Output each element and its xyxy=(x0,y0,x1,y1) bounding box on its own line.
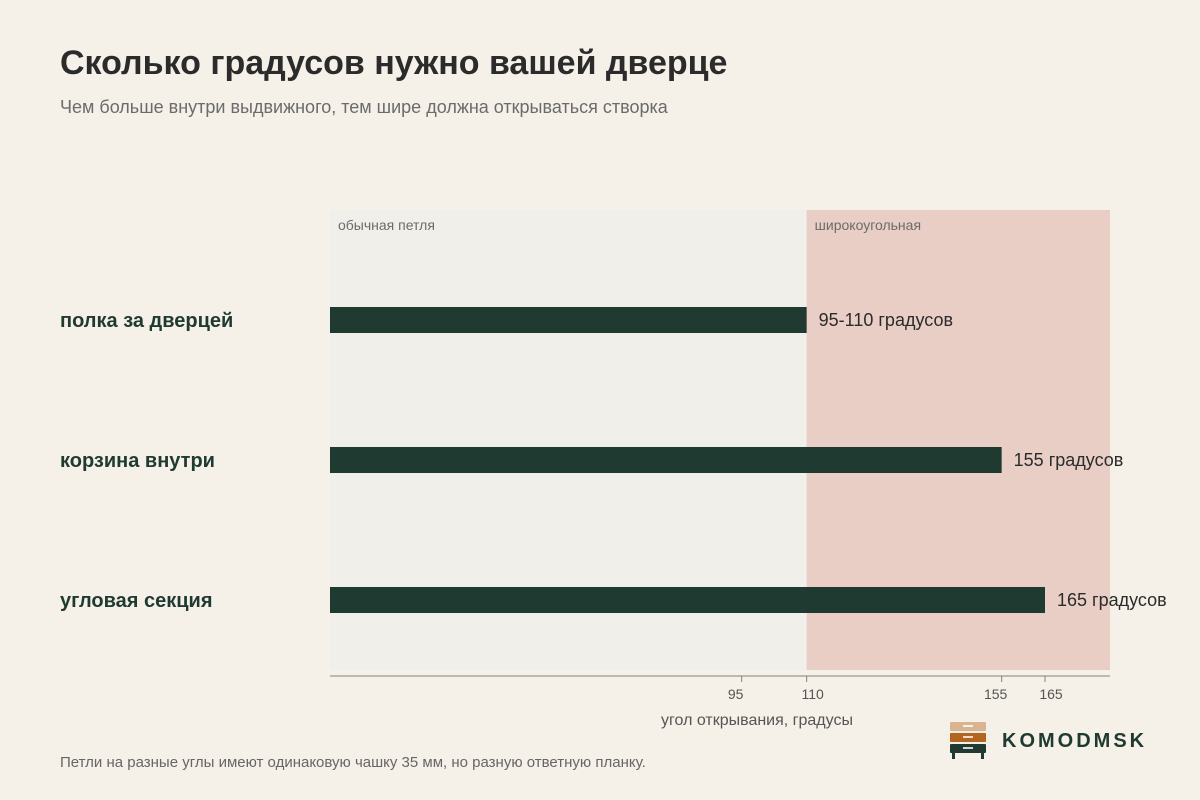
brand-name: KOMODMSK xyxy=(1002,729,1148,752)
page-title: Сколько градусов нужно вашей дверце xyxy=(60,44,728,82)
zone-label-1: широкоугольная xyxy=(815,217,921,233)
page-subtitle: Чем больше внутри выдвижного, тем шире д… xyxy=(60,97,668,117)
bar-2 xyxy=(330,587,1045,613)
value-label-0: 95-110 градусов xyxy=(819,310,953,330)
value-label-1: 155 градусов xyxy=(1014,450,1124,470)
x-axis-title: угол открывания, градусы xyxy=(661,712,853,729)
brand-logo: KOMODMSK xyxy=(950,722,1147,760)
tick-label-2: 155 xyxy=(984,686,1008,702)
bar-1 xyxy=(330,447,1002,473)
dresser-icon xyxy=(950,722,986,759)
value-label-2: 165 градусов xyxy=(1057,590,1167,610)
bar-0 xyxy=(330,307,807,333)
category-label-0: полка за дверцей xyxy=(60,310,233,332)
tick-label-1: 110 xyxy=(802,686,825,702)
zone-label-0: обычная петля xyxy=(338,217,435,233)
category-label-2: угловая секция xyxy=(60,590,213,612)
tick-label-3: 165 xyxy=(1039,686,1063,702)
category-label-1: корзина внутри xyxy=(60,450,215,472)
tick-label-0: 95 xyxy=(728,686,744,702)
footnote: Петли на разные углы имеют одинаковую ча… xyxy=(60,754,646,771)
